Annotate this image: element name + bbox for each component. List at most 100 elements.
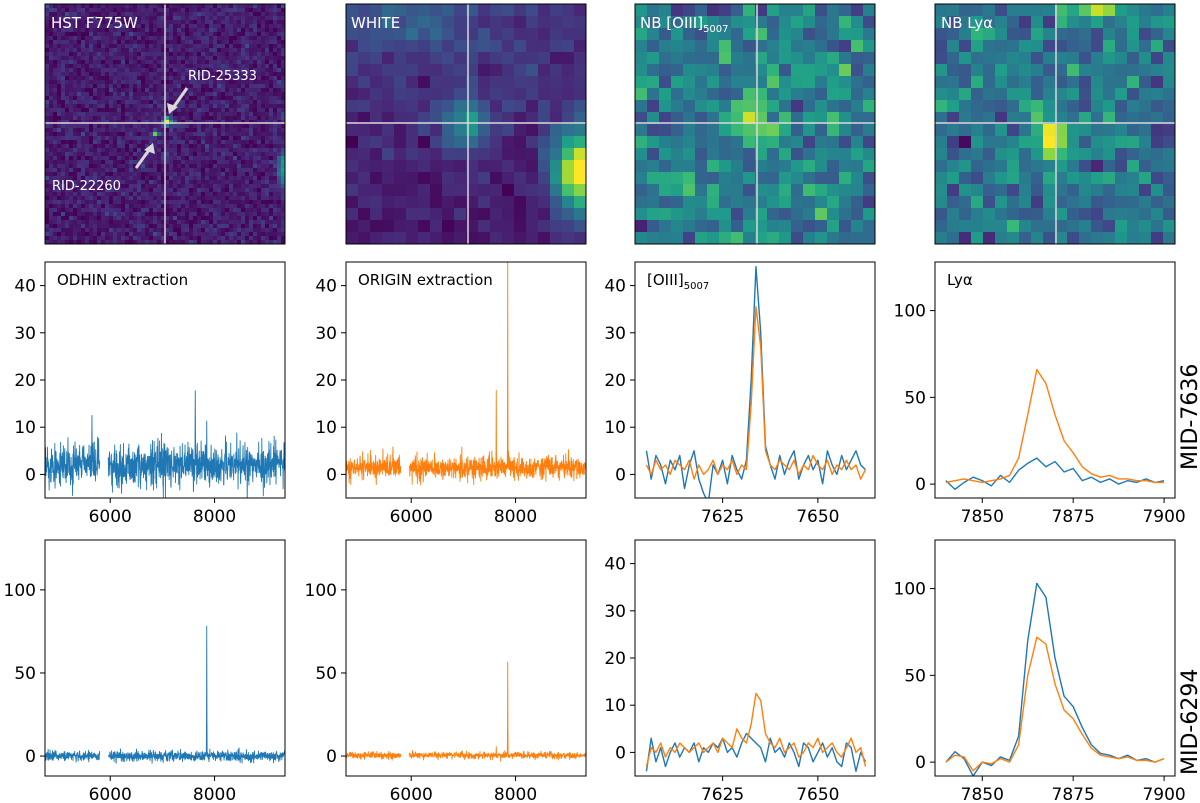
series-line-odhin <box>45 625 285 764</box>
x-tick-label: 7625 <box>701 507 744 527</box>
x-tick-label: 8000 <box>193 785 236 803</box>
x-tick-label: 6000 <box>89 785 132 803</box>
axes-frame <box>934 539 1176 777</box>
annotation-rid-22260: RID-22260 <box>52 179 121 194</box>
x-tick-label: 8000 <box>494 785 537 803</box>
plot-area <box>945 582 1165 776</box>
arrow-rid-22260 <box>134 143 155 169</box>
spectrum-panels: 6000 8000 0 10 20 30 40 ODHIN extraction 6000 800… <box>4 261 1186 803</box>
x-tick-label: 7850 <box>961 785 1004 803</box>
chart-title: [OIII]5007 <box>647 271 709 292</box>
image-panel-white: WHITE <box>345 3 587 245</box>
y-tick-label: 20 <box>604 371 626 391</box>
y-tick-label: 100 <box>894 302 926 322</box>
series-line-origin <box>945 636 1165 772</box>
y-tick-label: 50 <box>904 388 926 408</box>
axes-frame <box>44 539 286 777</box>
image-frame <box>634 3 876 245</box>
chart-title: ORIGIN extraction <box>358 271 493 289</box>
spectrum-panel-7: 7625 7650 0 10 20 30 40 <box>604 539 876 803</box>
chart-title: ODHIN extraction <box>57 271 188 289</box>
y-tick-label: 0 <box>615 465 626 485</box>
plot-area <box>945 368 1165 491</box>
series-line-origin <box>645 692 867 767</box>
panel-title-hst: HST F775W <box>51 14 138 32</box>
spectrum-panel-5: 6000 8000 0 50 100 <box>4 539 286 803</box>
x-tick-label: 7900 <box>1142 785 1185 803</box>
x-tick-label: 7850 <box>961 507 1004 527</box>
x-tick-label: 8000 <box>494 507 537 527</box>
axes-frame <box>345 539 587 777</box>
series-line-origin <box>346 661 586 762</box>
spectrum-panel-6: 6000 8000 0 50 100 <box>305 539 587 803</box>
image-panel-hst: HST F775W RID-25333 RID-22260 <box>44 3 286 245</box>
y-tick-label: 0 <box>25 465 36 485</box>
series-line-origin <box>645 306 867 480</box>
row-label-mid-6294: MID-6294 <box>1178 669 1200 775</box>
x-tick-label: 6000 <box>89 507 132 527</box>
y-tick-label: 50 <box>14 664 36 684</box>
x-tick-label: 6000 <box>390 507 433 527</box>
y-tick-label: 50 <box>315 664 337 684</box>
y-tick-label: 0 <box>915 753 926 773</box>
x-tick-label: 8000 <box>193 507 236 527</box>
y-tick-label: 0 <box>326 747 337 767</box>
image-frame <box>44 3 286 245</box>
y-tick-label: 20 <box>315 371 337 391</box>
spectrum-panel-3: 7625 7650 0 10 20 30 40 [OIII]5007 <box>604 261 876 527</box>
series-line-odhin <box>45 390 285 498</box>
y-tick-label: 40 <box>604 277 626 297</box>
series-line-origin <box>945 368 1165 484</box>
series-line-origin <box>346 262 586 486</box>
white-pixels <box>346 4 587 245</box>
y-tick-label: 40 <box>315 277 337 297</box>
y-tick-label: 0 <box>25 747 36 767</box>
arrow-rid-25333 <box>167 87 189 114</box>
plot-area <box>346 262 586 486</box>
plot-area <box>45 625 285 764</box>
hst-pixels <box>45 4 286 245</box>
y-tick-label: 100 <box>4 581 36 601</box>
spectrum-panel-1: 6000 8000 0 10 20 30 40 ODHIN extraction <box>14 261 286 527</box>
plot-area <box>45 390 285 498</box>
plot-area <box>645 266 867 498</box>
image-panel-nb-oiii: NB [OIII]5007 <box>634 3 876 245</box>
y-tick-label: 20 <box>14 371 36 391</box>
row-label-mid-7636: MID-7636 <box>1178 364 1200 470</box>
image-frame <box>934 3 1176 245</box>
x-tick-label: 7650 <box>796 507 839 527</box>
annotation-rid-25333: RID-25333 <box>188 69 257 84</box>
y-tick-label: 20 <box>604 649 626 669</box>
spectrum-panel-2: 6000 8000 0 10 20 30 40 ORIGIN extraction <box>315 261 587 527</box>
y-tick-label: 10 <box>14 418 36 438</box>
plot-area <box>346 661 586 762</box>
y-tick-label: 30 <box>604 324 626 344</box>
spectrum-panel-4: 7850 7875 7900 0 50 100 Lyα <box>894 261 1186 527</box>
image-frame <box>345 3 587 245</box>
y-tick-label: 40 <box>14 277 36 297</box>
axes-frame <box>634 539 876 777</box>
plot-area <box>645 692 867 772</box>
x-tick-label: 7625 <box>701 785 744 803</box>
chart-title: Lyα <box>947 271 973 289</box>
y-tick-label: 0 <box>915 475 926 495</box>
y-tick-label: 100 <box>894 580 926 600</box>
y-tick-label: 40 <box>604 555 626 575</box>
y-tick-label: 30 <box>604 602 626 622</box>
x-tick-label: 7875 <box>1052 507 1095 527</box>
image-panel-nb-lya: NB Lyα <box>934 3 1176 245</box>
y-tick-label: 100 <box>305 581 337 601</box>
y-tick-label: 0 <box>326 465 337 485</box>
panel-title-lya: NB Lyα <box>941 14 993 32</box>
y-tick-label: 10 <box>315 418 337 438</box>
y-tick-label: 50 <box>904 666 926 686</box>
series-line-odhin <box>645 266 866 498</box>
spectrum-panel-8: 7850 7875 7900 0 50 100 <box>894 539 1186 803</box>
series-line-odhin <box>945 457 1165 491</box>
x-tick-label: 7900 <box>1142 507 1185 527</box>
y-tick-label: 30 <box>14 324 36 344</box>
panel-title-white: WHITE <box>351 14 400 32</box>
lya-pixels <box>935 4 1176 245</box>
axes-frame <box>934 261 1176 499</box>
series-line-odhin <box>945 582 1165 776</box>
